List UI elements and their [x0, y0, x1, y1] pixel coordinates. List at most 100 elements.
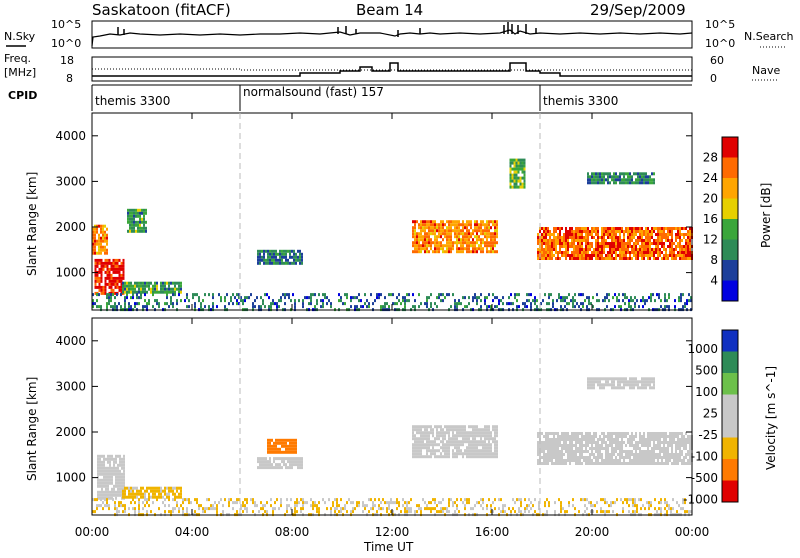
- power-echo-cell: [555, 245, 557, 248]
- vel-echo-cell: [267, 444, 269, 448]
- power-echo-cell: [669, 230, 671, 233]
- power-echo-cell: [667, 239, 669, 242]
- vel-echo-cell: [653, 432, 655, 435]
- vel-echo-cell: [660, 501, 662, 505]
- power-echo-cell: [577, 245, 579, 248]
- vel-echo-cell: [119, 481, 121, 485]
- x-tick-label: 04:00: [175, 525, 210, 539]
- power-echo-cell: [615, 254, 617, 257]
- vel-echo-cell: [664, 498, 666, 502]
- vel-echo-cell: [430, 443, 432, 447]
- vel-echo-cell: [593, 441, 595, 444]
- power-echo-cell: [127, 217, 129, 221]
- vel-echo-cell: [615, 450, 617, 453]
- vel-echo-cell: [122, 510, 124, 514]
- vel-echo-cell: [643, 435, 645, 438]
- vel-echo-cell: [486, 446, 488, 450]
- power-echo-cell: [591, 178, 593, 182]
- power-echo-cell: [100, 288, 103, 292]
- vel-echo-cell: [671, 432, 673, 435]
- vel-echo-cell: [440, 501, 442, 505]
- vel-echo-cell: [269, 438, 271, 442]
- vel-echo-cell: [392, 510, 394, 514]
- vel-echo-cell: [671, 444, 673, 447]
- power-echo-cell: [587, 175, 589, 179]
- vel-echo-region: [97, 454, 125, 500]
- power-echo-cell: [232, 302, 234, 306]
- power-echo-cell: [641, 172, 643, 176]
- power-echo-cell: [515, 173, 518, 177]
- vel-echo-cell: [115, 460, 117, 464]
- power-echo-cell: [474, 244, 476, 248]
- power-echo-cell: [567, 254, 569, 257]
- power-echo-cell: [484, 296, 486, 300]
- power-echo-cell: [605, 245, 607, 248]
- vel-echo-cell: [673, 438, 675, 441]
- vel-echo-cell: [406, 510, 408, 514]
- power-echo-cell: [627, 248, 629, 251]
- power-echo-cell: [581, 236, 583, 239]
- power-echo-cell: [582, 302, 584, 306]
- power-y-axis-label: Slant Range [km]: [25, 172, 39, 276]
- power-echo-cell: [674, 305, 676, 309]
- vel-echo-cell: [669, 444, 671, 447]
- power-echo-cell: [615, 172, 617, 176]
- power-echo-cell: [614, 293, 616, 297]
- power-echo-cell: [631, 245, 633, 248]
- vel-echo-cell: [601, 462, 603, 465]
- power-echo-cell: [286, 293, 288, 297]
- power-echo-cell: [515, 164, 518, 168]
- vel-echo-cell: [452, 440, 454, 444]
- power-echo-cell: [534, 299, 536, 303]
- vel-echo-cell: [655, 453, 657, 456]
- vel-echo-cell: [600, 510, 602, 514]
- power-echo-cell: [519, 158, 522, 162]
- power-echo-cell: [486, 229, 488, 233]
- power-echo-cell: [541, 242, 543, 245]
- power-echo-cell: [557, 239, 559, 242]
- vel-echo-cell: [647, 447, 649, 450]
- power-echo-cell: [140, 287, 142, 291]
- vel-echo-cell: [595, 450, 597, 453]
- vel-echo-cell: [480, 455, 482, 459]
- vel-echo-cell: [670, 510, 672, 514]
- power-echo-cell: [480, 299, 482, 303]
- vel-echo-cell: [661, 447, 663, 450]
- power-echo-cell: [170, 290, 172, 294]
- vel-echo-cell: [468, 440, 470, 444]
- power-echo-cell: [94, 233, 96, 237]
- vel-echo-cell: [579, 459, 581, 462]
- vel-echo-cell: [274, 501, 276, 505]
- vel-colorbar-swatch: [722, 437, 738, 459]
- vel-echo-cell: [182, 510, 184, 514]
- power-echo-cell: [521, 164, 524, 168]
- vel-echo-cell: [474, 504, 476, 508]
- power-echo-cell: [122, 281, 124, 285]
- power-echo-cell: [629, 175, 631, 179]
- vel-echo-cell: [101, 493, 103, 497]
- vel-echo-cell: [617, 432, 619, 435]
- power-echo-cell: [186, 305, 188, 309]
- power-echo-cell: [218, 293, 220, 297]
- power-echo-cell: [633, 251, 635, 254]
- power-echo-cell: [647, 230, 649, 233]
- vel-echo-cell: [627, 380, 629, 384]
- power-echo-cell: [629, 254, 631, 257]
- vel-echo-cell: [278, 507, 280, 511]
- power-echo-cell: [611, 242, 613, 245]
- vel-echo-cell: [115, 472, 117, 476]
- power-echo-cell: [480, 305, 482, 309]
- power-echo-cell: [98, 248, 100, 252]
- vel-echo-cell: [647, 383, 649, 387]
- power-echo-cell: [577, 248, 579, 251]
- power-echo-cell: [631, 248, 633, 251]
- vel-echo-cell: [595, 459, 597, 462]
- power-echo-cell: [673, 248, 675, 251]
- power-echo-cell: [114, 282, 117, 286]
- vel-echo-cell: [117, 475, 119, 479]
- vel-echo-region: [412, 425, 498, 459]
- power-echo-cell: [667, 254, 669, 257]
- power-echo-cell: [96, 305, 98, 309]
- power-echo-cell: [653, 172, 655, 176]
- vel-echo-cell: [482, 428, 484, 432]
